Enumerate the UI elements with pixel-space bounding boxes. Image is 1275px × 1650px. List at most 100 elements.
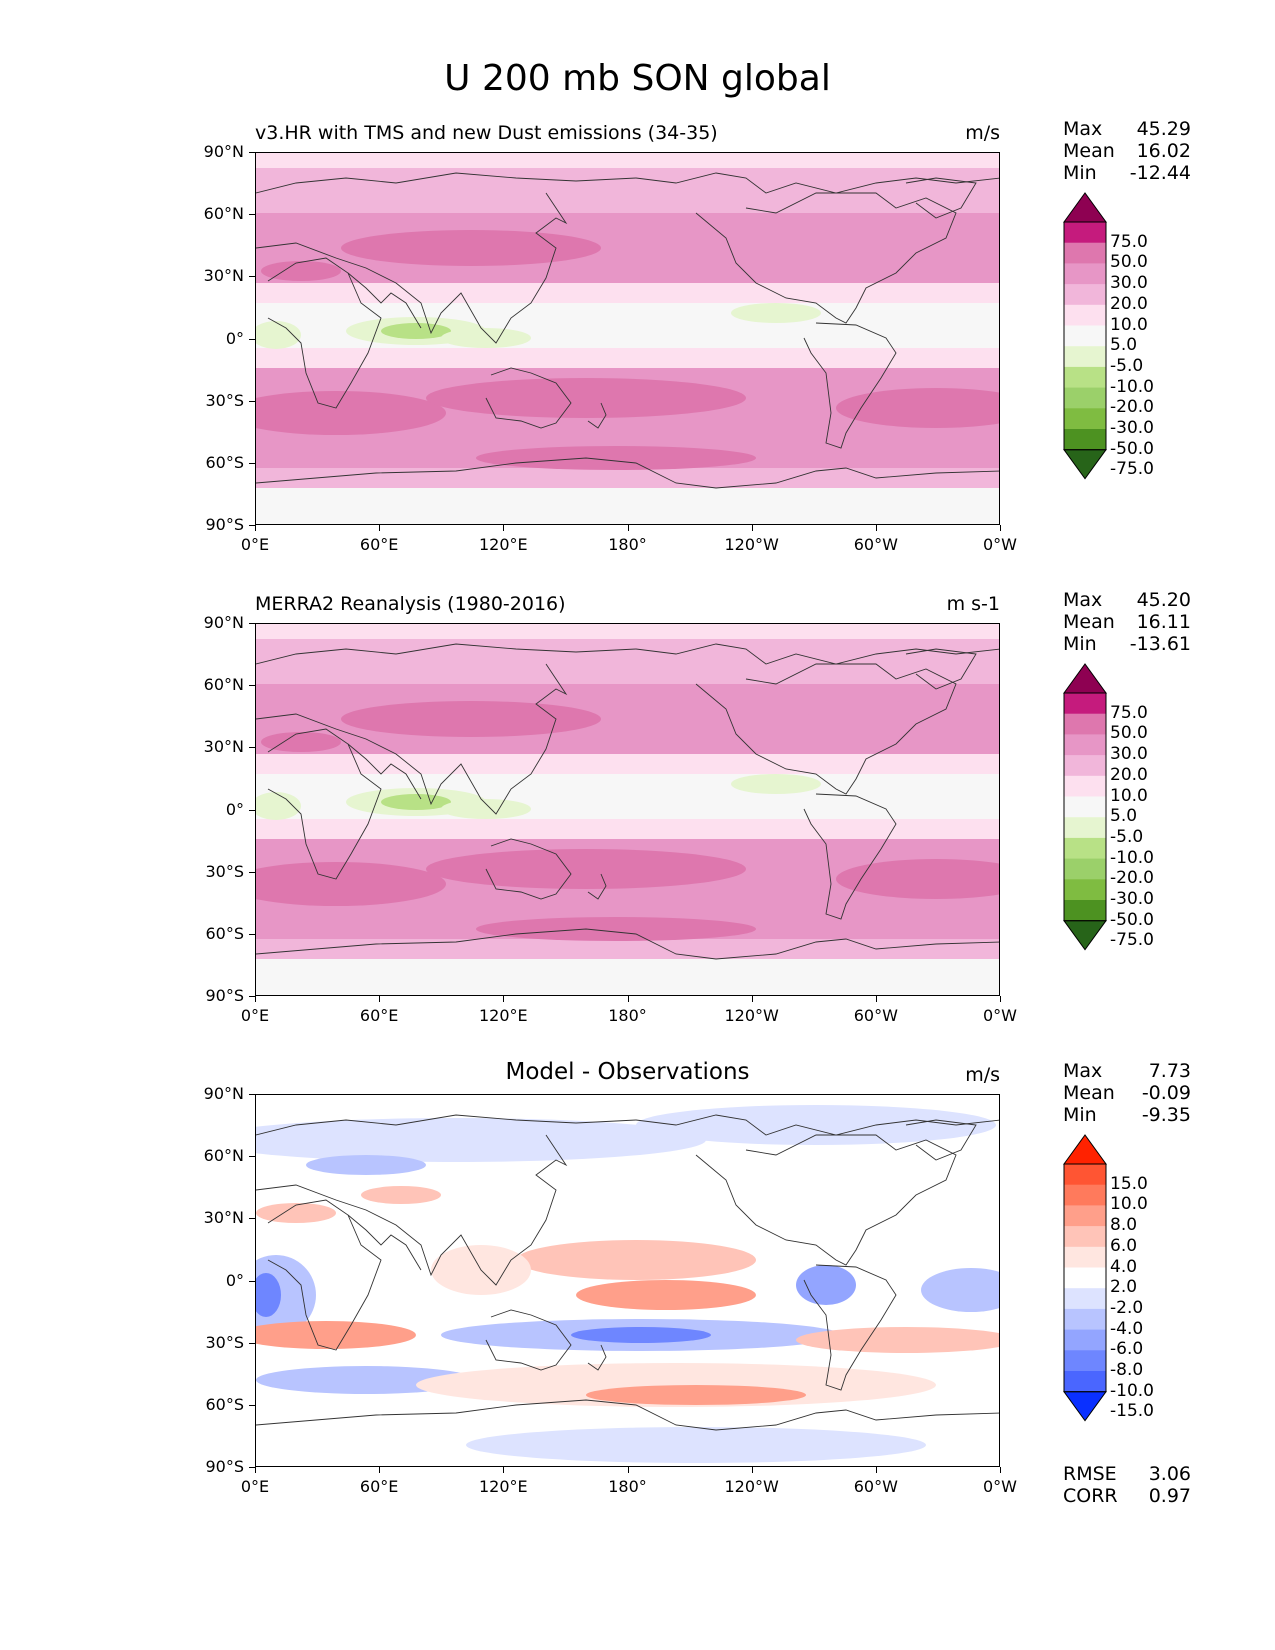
x-tick-label: 120°W [724, 1006, 779, 1025]
metric-row: RMSE 3.06 [1063, 1463, 1191, 1485]
coastline-0 [267, 1199, 382, 1351]
colorbar-label: -6.0 [1110, 1339, 1144, 1360]
colorbar-segment [1064, 1226, 1106, 1248]
jet-core-south-atlantic [836, 388, 999, 428]
diff-pacific-positive [516, 1240, 756, 1280]
stat-row: Max 45.29 [1063, 118, 1191, 140]
colorbar-label: -20.0 [1110, 397, 1154, 418]
colorbar-label: 4.0 [1110, 1256, 1138, 1277]
colorbar-segment [1064, 387, 1106, 409]
jet-core-antarctic [476, 446, 756, 470]
colorbar-label: -30.0 [1110, 889, 1154, 909]
map-panel [255, 1094, 1000, 1467]
x-tick [627, 996, 629, 1002]
x-tick [627, 1467, 629, 1473]
colorbar [1063, 1134, 1107, 1426]
colorbar-segment [1064, 755, 1106, 777]
y-tick [249, 1280, 255, 1282]
coastline-6 [695, 663, 957, 795]
y-tick [249, 1094, 255, 1095]
band-subpolar-south [256, 468, 999, 488]
y-tick-label: 0° [225, 328, 244, 348]
colorbar-label: -50.0 [1110, 438, 1154, 459]
y-tick-label: 30°S [205, 1332, 244, 1352]
colorbar-segment [1064, 222, 1106, 244]
panel-title: Model - Observations [505, 1059, 750, 1085]
diff-pacific-positive-core [576, 1280, 756, 1310]
easterlies-core-indian [381, 323, 451, 339]
band-subpolar-south [256, 939, 999, 959]
coastline-0 [267, 257, 382, 409]
coastline-6 [695, 1134, 957, 1266]
x-tick-label: 60°W [853, 1006, 898, 1025]
colorbar-label: 5.0 [1110, 806, 1138, 827]
coastline-2 [347, 743, 422, 800]
diff-south-indian-positive [256, 1321, 416, 1349]
colorbar-label: 50.0 [1110, 723, 1148, 744]
colorbar-label: 10.0 [1110, 785, 1148, 806]
colorbar-extend-min [1063, 449, 1107, 480]
band-subtropics-north [256, 283, 999, 303]
metrics-block: RMSE 3.06 CORR 0.97 [1063, 1463, 1191, 1507]
x-tick-label: 0°W [983, 1006, 1017, 1025]
y-tick-label: 30°S [205, 390, 244, 410]
y-tick [249, 1218, 255, 1220]
x-tick [379, 525, 381, 531]
coastline-8 [256, 928, 999, 960]
x-tick-label: 180° [608, 1006, 647, 1025]
stat-name: Min [1063, 633, 1097, 655]
diff-siberia-negative [306, 1155, 426, 1175]
y-tick-label: 60°S [205, 452, 244, 472]
y-tick [249, 1156, 255, 1158]
coastline-2 [347, 272, 422, 329]
x-tick [255, 1467, 256, 1473]
band-south-polar [256, 959, 999, 995]
coastline-1 [256, 192, 568, 344]
stat-name: Min [1063, 162, 1097, 184]
colorbar-segment [1064, 346, 1106, 368]
colorbar-extend-min [1063, 1391, 1107, 1422]
x-tick [751, 996, 753, 1002]
colorbar-label: -5.0 [1110, 826, 1144, 847]
colorbar-segment [1064, 1308, 1106, 1331]
stats-block: Max 45.29 Mean 16.02 Min -12.44 [1063, 118, 1191, 184]
x-tick-label: 60°W [853, 1477, 898, 1496]
diff-africa-negative-core [256, 1273, 281, 1317]
y-tick [249, 933, 255, 935]
x-tick [503, 1467, 505, 1473]
colorbar-label: 20.0 [1110, 764, 1148, 785]
colorbar-label: 8.0 [1110, 1215, 1138, 1236]
x-tick [503, 996, 505, 1002]
jet-core-atlantic [806, 230, 966, 266]
colorbar-label: 30.0 [1110, 744, 1148, 765]
stats-block: Max 7.73 Mean -0.09 Min -9.35 [1063, 1060, 1191, 1126]
x-tick [255, 525, 256, 531]
y-tick-label: 30°N [203, 266, 244, 286]
panel-units: m/s [965, 122, 1000, 144]
colorbar-segment [1064, 408, 1106, 430]
x-tick-label: 60°E [359, 535, 399, 554]
diff-arctic-negative [256, 1118, 706, 1162]
coastline-5 [587, 402, 607, 429]
x-tick [255, 996, 256, 1002]
diff-mediterranean-positive [256, 1203, 336, 1223]
band-south-polar [256, 488, 999, 524]
coastline-1 [256, 1134, 568, 1286]
colorbar-label: -75.0 [1110, 930, 1154, 951]
easterlies-core-indian [381, 794, 451, 810]
metric-row: CORR 0.97 [1063, 1485, 1191, 1507]
y-tick-label: 30°S [205, 861, 244, 881]
metric-name: CORR [1063, 1485, 1118, 1507]
coastline-4 [485, 838, 572, 900]
y-tick [249, 623, 255, 624]
colorbar-svg [1063, 192, 1107, 480]
colorbar-segment [1064, 837, 1106, 860]
jet-core-atlantic [806, 701, 966, 737]
stat-name: Max [1063, 1060, 1103, 1082]
x-tick-label: 120°W [724, 535, 779, 554]
colorbar-segment [1064, 1246, 1106, 1268]
diff-antarctic-positive [416, 1363, 936, 1407]
x-tick [379, 996, 381, 1002]
colorbar-segment [1064, 284, 1106, 306]
colorbar-segment [1064, 879, 1106, 901]
